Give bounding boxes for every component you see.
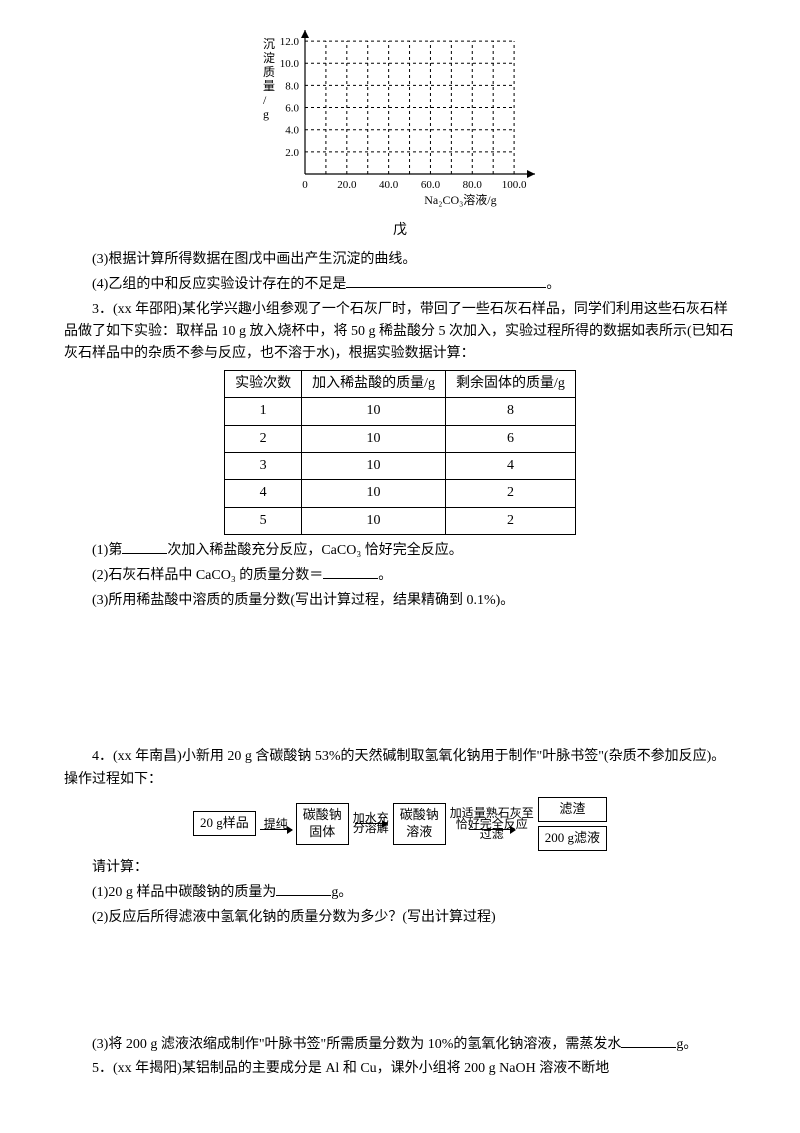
svg-text:10.0: 10.0	[280, 58, 300, 70]
q3-th2: 加入稀盐酸的质量/g	[302, 370, 446, 397]
svg-text:质: 质	[263, 65, 275, 79]
svg-text:12.0: 12.0	[280, 36, 300, 48]
flow-arrow-purify: 提纯	[260, 818, 292, 830]
q4-p1-b: g。	[331, 885, 352, 900]
q3-part2: (2)石灰石样品中 CaCO₃ 的质量分数＝ 。	[64, 564, 736, 587]
q4-p3-b: g。	[676, 1037, 697, 1052]
svg-text:沉: 沉	[263, 37, 275, 51]
svg-text:20.0: 20.0	[337, 179, 357, 191]
svg-text:8.0: 8.0	[285, 80, 299, 92]
svg-text:60.0: 60.0	[421, 179, 441, 191]
q3-p1-blank	[122, 539, 167, 554]
table-row: 1108	[225, 398, 576, 425]
q2-part4-text-a: (4)乙组的中和反应实验设计存在的不足是	[92, 277, 346, 292]
q3-p1-a: (1)第	[92, 543, 122, 558]
q3-part1: (1)第 次加入稀盐酸充分反应，CaCO₃ 恰好完全反应。	[64, 539, 736, 562]
q3-part3: (3)所用稀盐酸中溶质的质量分数(写出计算过程，结果精确到 0.1%)。	[64, 590, 736, 612]
svg-text:量: 量	[263, 79, 275, 93]
svg-text:Na₂CO₃溶液/g: Na₂CO₃溶液/g	[424, 192, 496, 207]
precipitate-chart: 0 20.0 40.0 60.0 80.0 100.0 2.0 4.0 6.0 8.0 10.0 12…	[245, 20, 555, 210]
svg-text:g: g	[263, 107, 269, 121]
q2-part3: (3)根据计算所得数据在图戊中画出产生沉淀的曲线。	[64, 249, 736, 271]
svg-text:40.0: 40.0	[379, 179, 399, 191]
svg-text:80.0: 80.0	[463, 179, 483, 191]
q4-intro: 4．(xx 年南昌)小新用 20 g 含碳酸钠 53%的天然碱制取氢氧化钠用于制…	[64, 746, 736, 791]
q4-p3-a: (3)将 200 g 滤液浓缩成制作"叶脉书签"所需质量分数为 10%的氢氧化钠…	[92, 1037, 621, 1052]
svg-text:淀: 淀	[263, 51, 275, 65]
table-row: 2106	[225, 425, 576, 452]
q3-th3: 剩余固体的质量/g	[446, 370, 576, 397]
flow-box-solid: 碳酸钠固体	[296, 803, 349, 845]
table-row: 4102	[225, 480, 576, 507]
q4-part1: (1)20 g 样品中碳酸钠的质量为 g。	[64, 881, 736, 904]
q3-table: 实验次数 加入稀盐酸的质量/g 剩余固体的质量/g 11082106310441…	[224, 370, 576, 535]
q4-flowchart: 20 g样品 提纯 碳酸钠固体 加水充 分溶解 碳酸钠溶液 加适量熟石灰至 恰好…	[64, 797, 736, 851]
flow-box-sample: 20 g样品	[193, 811, 256, 836]
q2-part4-blank	[346, 273, 546, 288]
table-row: 5102	[225, 507, 576, 534]
q5-intro: 5．(xx 年揭阳)某铝制品的主要成分是 Al 和 Cu，课外小组将 200 g…	[64, 1058, 736, 1080]
q4-calc-label: 请计算：	[64, 857, 736, 879]
flow-arrow-dissolve: 加水充 分溶解	[353, 812, 389, 835]
q4-p1-a: (1)20 g 样品中碳酸钠的质量为	[92, 885, 276, 900]
svg-text:0: 0	[302, 179, 308, 191]
chart-caption: 戊	[245, 220, 555, 242]
flow-box-residue: 滤渣	[538, 797, 607, 822]
q3-p1-b: 次加入稀盐酸充分反应，CaCO₃ 恰好完全反应。	[167, 543, 462, 558]
q3-intro: 3．(xx 年邵阳)某化学兴趣小组参观了一个石灰厂时，带回了一些石灰石样品，同学…	[64, 299, 736, 366]
q3-p2-blank	[323, 564, 378, 579]
q4-part3: (3)将 200 g 滤液浓缩成制作"叶脉书签"所需质量分数为 10%的氢氧化钠…	[64, 1033, 736, 1056]
q4-part2: (2)反应后所得滤液中氢氧化钠的质量分数为多少？(写出计算过程)	[64, 907, 736, 929]
q3-th1: 实验次数	[225, 370, 302, 397]
svg-text:2.0: 2.0	[285, 147, 299, 159]
svg-text:4.0: 4.0	[285, 125, 299, 137]
svg-text:100.0: 100.0	[502, 179, 527, 191]
flow-box-solution: 碳酸钠溶液	[393, 803, 446, 845]
q4-p1-blank	[276, 881, 331, 896]
q3-p2-b: 。	[378, 568, 392, 583]
flow-arrow-react: 加适量熟石灰至 恰好完全反应 过滤	[450, 807, 534, 842]
svg-text:/: /	[263, 93, 267, 107]
flow-box-filtrate: 200 g滤液	[538, 826, 607, 851]
q2-part4-text-b: 。	[546, 277, 560, 292]
q3-p2-a: (2)石灰石样品中 CaCO₃ 的质量分数＝	[92, 568, 323, 583]
q4-p3-blank	[621, 1033, 676, 1048]
q2-part4: (4)乙组的中和反应实验设计存在的不足是 。	[64, 273, 736, 296]
table-row: 3104	[225, 452, 576, 479]
svg-text:6.0: 6.0	[285, 103, 299, 115]
